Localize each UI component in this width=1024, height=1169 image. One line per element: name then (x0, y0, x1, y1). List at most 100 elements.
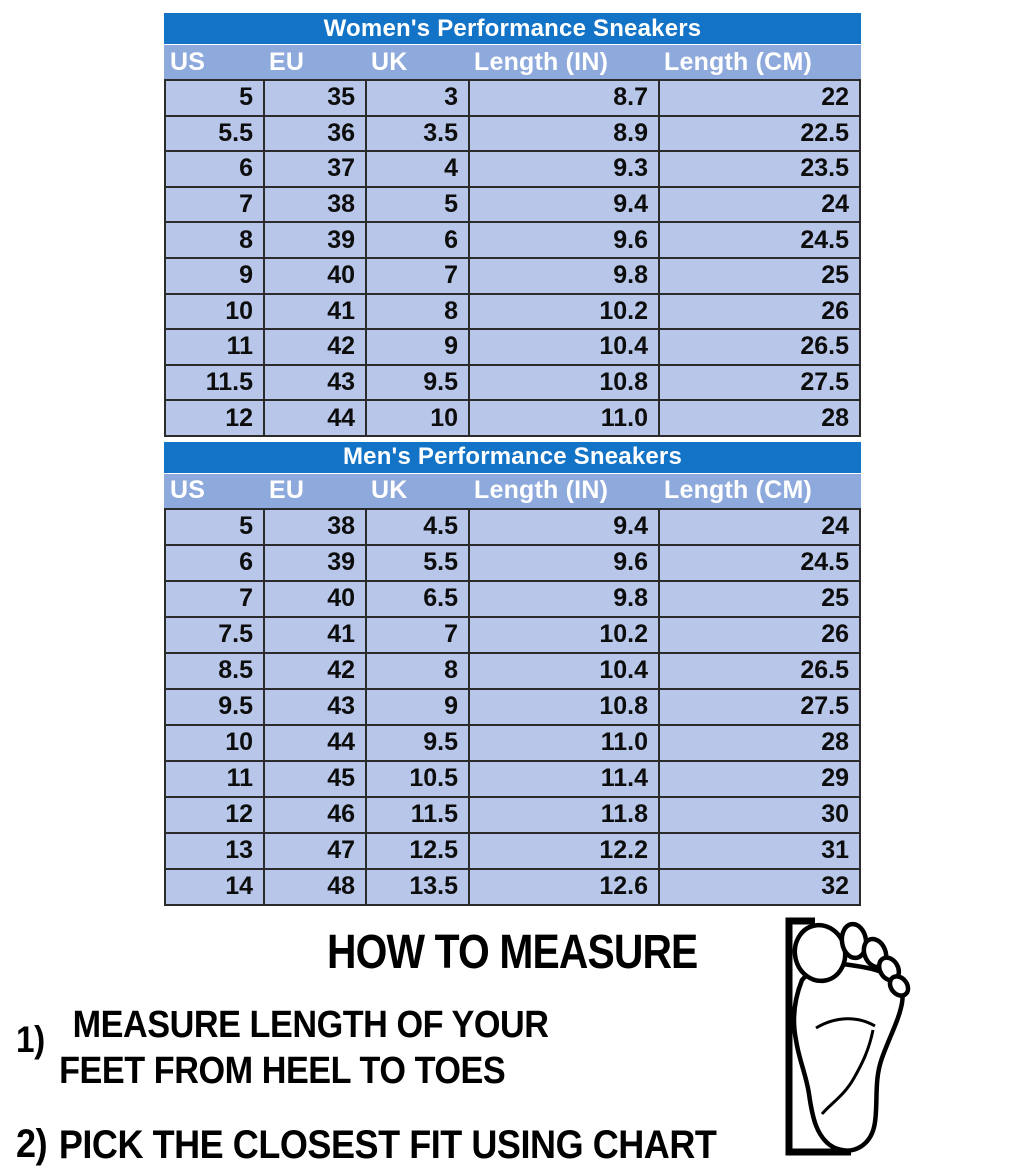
table-cell: 4 (367, 152, 470, 188)
measure-step-1: 1) MEASURE LENGTH OF YOUR FEET FROM HEEL… (16, 1002, 549, 1094)
table-row: 12 44 10 11.0 28 (166, 401, 861, 437)
table-cell: 44 (265, 725, 367, 762)
table-cell: 37 (265, 152, 367, 188)
table-cell: 28 (660, 401, 861, 437)
table-cell: 9.5 (367, 365, 470, 402)
table-body: 5 38 4.5 9.4 24 6 39 5.5 9.6 24.5 7 40 6.5 9.8 25 7.5 41… (164, 507, 861, 906)
table-cell: 24.5 (660, 545, 861, 582)
table-cell: 9.3 (470, 152, 660, 188)
table-cell: 12.2 (470, 833, 660, 870)
table-cell: 24.5 (660, 223, 861, 259)
table-cell: 8.9 (470, 116, 660, 153)
table-cell: 5.5 (166, 116, 265, 153)
table-row: 10 44 9.5 11.0 28 (166, 725, 861, 762)
table-cell: 8.7 (470, 81, 660, 117)
table-row: 8 39 6 9.6 24.5 (166, 223, 861, 259)
table-cell: 25 (660, 581, 861, 618)
table-cell: 10 (166, 725, 265, 762)
table-cell: 7 (166, 581, 265, 618)
table-cell: 13.5 (367, 869, 470, 906)
table-cell: 6.5 (367, 581, 470, 618)
table-cell: 28 (660, 725, 861, 762)
table-row: 5 35 3 8.7 22 (166, 81, 861, 117)
table-header-row: US EU UK Length (IN) Length (CM) (164, 45, 861, 79)
table-row: 6 37 4 9.3 23.5 (166, 152, 861, 188)
table-cell: 11 (166, 761, 265, 798)
table-row: 13 47 12.5 12.2 31 (166, 833, 861, 870)
table-cell: 30 (660, 797, 861, 834)
table-cell: 23.5 (660, 152, 861, 188)
table-cell: 8 (166, 223, 265, 259)
table-cell: 11.5 (367, 797, 470, 834)
table-cell: 9.8 (470, 581, 660, 618)
step-1-line-2: FEET FROM HEEL TO TOES (59, 1050, 506, 1092)
table-cell: 5 (166, 81, 265, 117)
table-cell: 31 (660, 833, 861, 870)
table-cell: 8 (367, 653, 470, 690)
table-cell: 48 (265, 869, 367, 906)
table-cell: 42 (265, 330, 367, 366)
table-cell: 27.5 (660, 365, 861, 402)
table-cell: 39 (265, 545, 367, 582)
table-cell: 44 (265, 401, 367, 437)
how-to-measure-title: HOW TO MEASURE (327, 926, 698, 979)
table-cell: 9.4 (470, 187, 660, 224)
table-cell: 26.5 (660, 330, 861, 366)
table-row: 7 40 6.5 9.8 25 (166, 581, 861, 618)
table-cell: 12.5 (367, 833, 470, 870)
table-cell: 7.5 (166, 617, 265, 654)
column-header: EU (269, 47, 305, 76)
column-header: EU (269, 476, 305, 505)
table-row: 9.5 43 9 10.8 27.5 (166, 689, 861, 726)
table-cell: 5 (166, 509, 265, 546)
table-row: 8.5 42 8 10.4 26.5 (166, 653, 861, 690)
table-row: 11 42 9 10.4 26.5 (166, 330, 861, 366)
table-cell: 32 (660, 869, 861, 906)
table-cell: 13 (166, 833, 265, 870)
table-cell: 11.4 (470, 761, 660, 798)
table-cell: 9 (166, 258, 265, 295)
table-row: 11.5 43 9.5 10.8 27.5 (166, 365, 861, 402)
table-cell: 9 (367, 689, 470, 726)
table-cell: 27.5 (660, 689, 861, 726)
table-row: 6 39 5.5 9.6 24.5 (166, 545, 861, 582)
table-cell: 7 (367, 617, 470, 654)
table-cell: 42 (265, 653, 367, 690)
column-header: US (170, 47, 206, 76)
table-cell: 10.5 (367, 761, 470, 798)
table-cell: 43 (265, 689, 367, 726)
table-cell: 9.4 (470, 509, 660, 546)
table-row: 5.5 36 3.5 8.9 22.5 (166, 116, 861, 153)
table-cell: 4.5 (367, 509, 470, 546)
table-cell: 10 (166, 294, 265, 331)
table-cell: 10.8 (470, 689, 660, 726)
table-cell: 26 (660, 294, 861, 331)
table-cell: 43 (265, 365, 367, 402)
table-cell: 7 (166, 187, 265, 224)
table-cell: 10.4 (470, 330, 660, 366)
table-cell: 40 (265, 581, 367, 618)
table-cell: 24 (660, 509, 861, 546)
table-row: 9 40 7 9.8 25 (166, 258, 861, 295)
table-cell: 9 (367, 330, 470, 366)
table-cell: 11.0 (470, 725, 660, 762)
size-tables: Women's Performance Sneakers US EU UK Lengt… (164, 13, 861, 906)
table-cell: 36 (265, 116, 367, 153)
table-cell: 11 (166, 330, 265, 366)
table-row: 12 46 11.5 11.8 30 (166, 797, 861, 834)
table-cell: 38 (265, 509, 367, 546)
measuring-bracket-icon (785, 917, 851, 1156)
table-cell: 10.2 (470, 617, 660, 654)
table-cell: 9.8 (470, 258, 660, 295)
step-2-line-1: PICK THE CLOSEST FIT USING CHART (58, 1123, 717, 1167)
foot-outline-icon (791, 921, 911, 1153)
table-row: 14 48 13.5 12.6 32 (166, 869, 861, 906)
table-cell: 10.8 (470, 365, 660, 402)
table-cell: 11.5 (166, 365, 265, 402)
table-row: 7 38 5 9.4 24 (166, 187, 861, 224)
table-cell: 39 (265, 223, 367, 259)
table-cell: 6 (166, 545, 265, 582)
table-cell: 29 (660, 761, 861, 798)
table-cell: 12 (166, 401, 265, 437)
